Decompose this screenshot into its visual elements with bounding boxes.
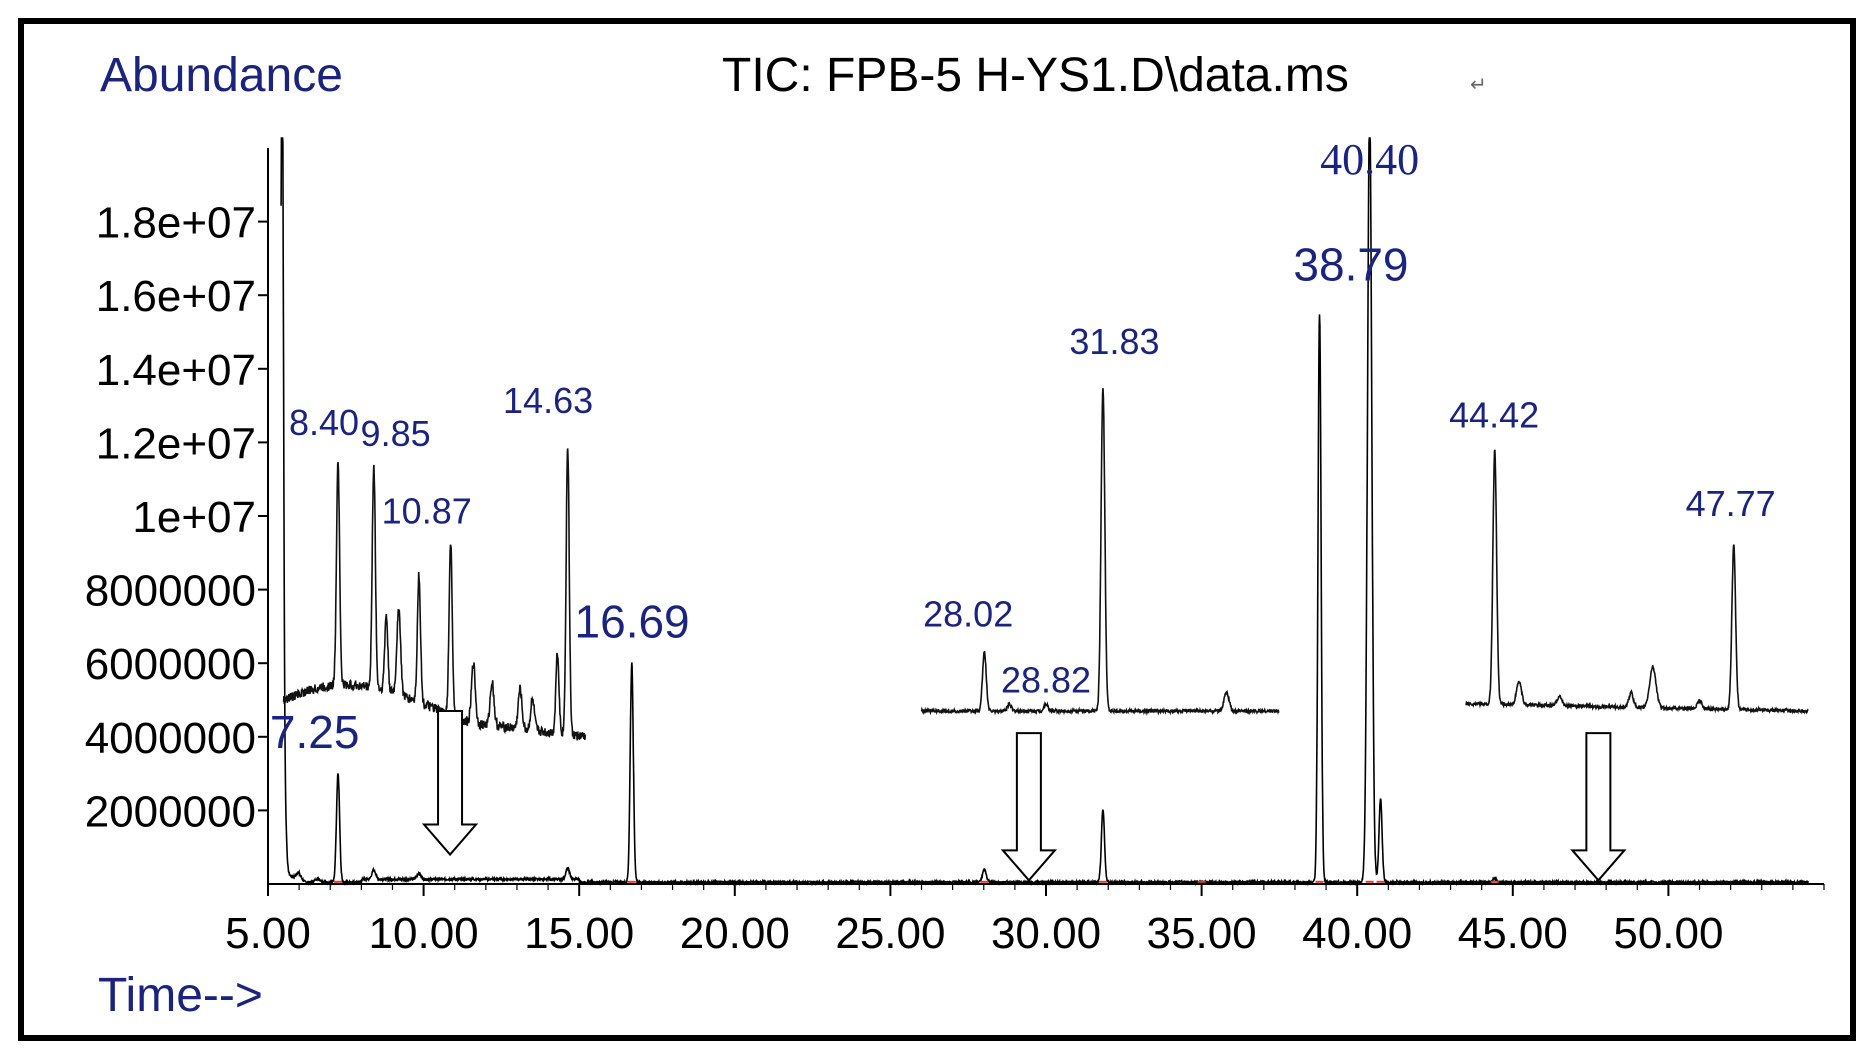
tic-trace (280, 137, 1810, 887)
x-tick-label-10.00: 10.00 (369, 909, 479, 958)
y-tick-label-1.4e+07: 1.4e+07 (96, 346, 256, 395)
x-tick-label-25.00: 25.00 (835, 909, 945, 958)
zoom-arrow-2 (1000, 732, 1058, 882)
x-tick-label-20.00: 20.00 (680, 909, 790, 958)
peak-label-8.40: 8.40 (289, 402, 359, 443)
peak-label-31.83: 31.83 (1069, 321, 1159, 362)
peak-label-40.40: 40.40 (1320, 135, 1419, 184)
y-tick-label-1e+07: 1e+07 (132, 493, 256, 542)
x-tick-label-45.00: 45.00 (1458, 909, 1568, 958)
y-tick-label-4000000: 4000000 (85, 714, 256, 763)
title-return-mark: ↵ (1470, 74, 1487, 96)
x-tick-label-40.00: 40.00 (1302, 909, 1412, 958)
y-tick-label-1.2e+07: 1.2e+07 (96, 419, 256, 468)
x-tick-label-30.00: 30.00 (991, 909, 1101, 958)
x-axis-title: Time--> (98, 969, 263, 1022)
x-tick-label-5.00: 5.00 (225, 909, 311, 958)
peak-label-38.79: 38.79 (1293, 238, 1408, 290)
zoom-arrow-3 (1570, 732, 1627, 882)
x-tick-label-15.00: 15.00 (524, 909, 634, 958)
y-tick-label-6000000: 6000000 (85, 640, 256, 689)
y-tick-label-1.6e+07: 1.6e+07 (96, 272, 256, 321)
peak-label-47.77: 47.77 (1686, 483, 1776, 524)
peak-label-44.42: 44.42 (1449, 395, 1539, 436)
peak-label-7.25: 7.25 (270, 706, 360, 758)
peak-label-10.87: 10.87 (382, 490, 472, 531)
x-tick-label-35.00: 35.00 (1147, 909, 1257, 958)
chart-border (18, 18, 1856, 1041)
inset-trace-3 (1465, 449, 1809, 715)
y-tick-label-8000000: 8000000 (85, 567, 256, 616)
chart-title: TIC: FPB-5 H-YS1.D\data.ms (722, 49, 1349, 102)
y-axis-title: Abundance (100, 49, 343, 102)
peak-label-14.63: 14.63 (503, 380, 593, 421)
peak-label-28.82: 28.82 (1001, 660, 1091, 701)
y-tick-label-2000000: 2000000 (85, 787, 256, 836)
inset-trace-1 (282, 448, 587, 741)
peak-label-16.69: 16.69 (575, 595, 690, 647)
inset-trace-2 (920, 388, 1280, 716)
y-tick-label-1.8e+07: 1.8e+07 (96, 199, 256, 248)
peak-label-28.02: 28.02 (923, 593, 1013, 634)
peak-label-9.85: 9.85 (361, 413, 431, 454)
zoom-arrow-1 (421, 710, 479, 857)
x-tick-label-50.00: 50.00 (1613, 909, 1723, 958)
